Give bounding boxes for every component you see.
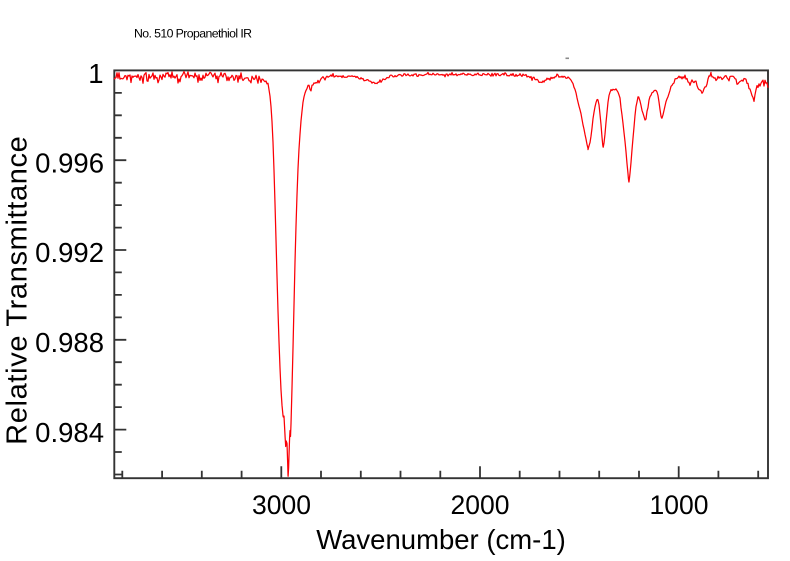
svg-text:1000: 1000 bbox=[650, 490, 709, 520]
svg-text:2000: 2000 bbox=[451, 490, 510, 520]
svg-text:0.984: 0.984 bbox=[35, 417, 104, 448]
svg-text:1: 1 bbox=[88, 58, 103, 89]
svg-text:3000: 3000 bbox=[252, 490, 311, 520]
svg-text:0.988: 0.988 bbox=[35, 327, 104, 358]
svg-text:Wavenumber (cm-1): Wavenumber (cm-1) bbox=[316, 524, 566, 555]
svg-text:Relative Transmittance: Relative Transmittance bbox=[2, 136, 34, 445]
svg-text:0.992: 0.992 bbox=[35, 237, 104, 268]
svg-text:0.996: 0.996 bbox=[35, 147, 104, 178]
svg-text:No. 510 Propanethiol IR: No. 510 Propanethiol IR bbox=[134, 26, 252, 40]
